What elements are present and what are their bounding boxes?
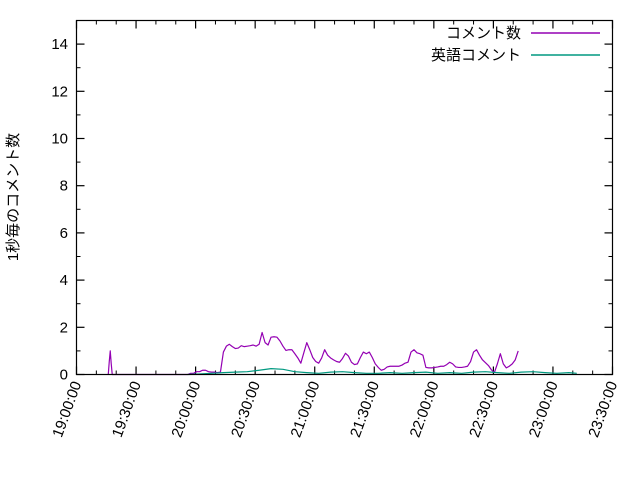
y-axis-tick-labels: 0 2 4 6 8 10 12 14 — [51, 36, 68, 383]
series-line-comment-count — [107, 331, 519, 376]
y-tick-label: 12 — [51, 83, 68, 100]
y-tick-label: 4 — [60, 272, 68, 289]
series-line-english-comment — [187, 368, 577, 376]
y-axis-title: 1秒毎のコメント数 — [5, 133, 22, 261]
legend-label: コメント数 — [446, 25, 521, 42]
legend-label: 英語コメント — [431, 46, 521, 64]
y-tick-label: 10 — [51, 131, 68, 148]
plot-frame — [75, 19, 614, 376]
y-tick-label: 6 — [60, 225, 68, 242]
y-tick-label: 8 — [60, 178, 68, 195]
y-tick-label: 2 — [60, 319, 68, 336]
y-tick-label: 0 — [60, 367, 68, 384]
series-lines — [107, 331, 577, 376]
y-tick-label: 14 — [51, 36, 68, 53]
